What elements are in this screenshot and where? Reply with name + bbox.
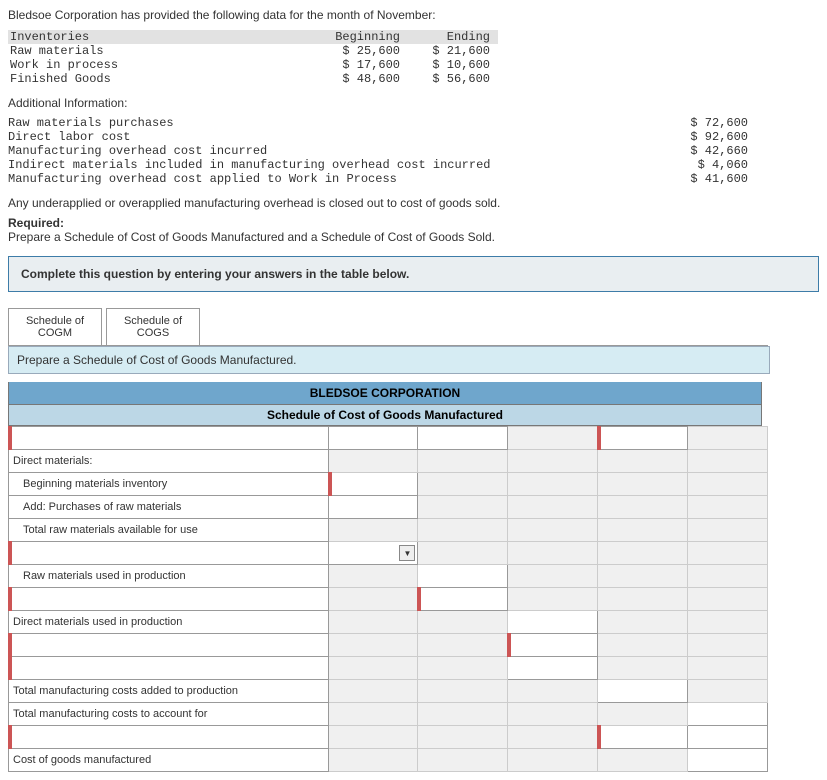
- input-cell[interactable]: ▼: [328, 542, 418, 565]
- input-cell[interactable]: [418, 588, 508, 611]
- row-tmc-account: Total manufacturing costs to account for: [9, 703, 329, 726]
- input-cell[interactable]: [688, 749, 768, 772]
- row-dm: Direct materials:: [9, 450, 329, 473]
- col-inv: Inventories: [8, 30, 318, 44]
- inventories-table: Inventories Beginning Ending Raw materia…: [8, 30, 498, 86]
- additional-heading: Additional Information:: [8, 96, 819, 110]
- sched-subtitle: Schedule of Cost of Goods Manufactured: [8, 405, 762, 426]
- input-cell[interactable]: [508, 657, 598, 680]
- input-label[interactable]: [9, 726, 329, 749]
- row-beg-inv: Beginning materials inventory: [9, 473, 329, 496]
- cell: $ 21,600: [408, 44, 498, 58]
- input-cell[interactable]: [328, 427, 418, 450]
- input-cell[interactable]: [598, 427, 688, 450]
- input-label[interactable]: [9, 588, 329, 611]
- cell: $ 17,600: [318, 58, 408, 72]
- addl-label: Indirect materials included in manufactu…: [8, 158, 628, 172]
- input-cell[interactable]: [598, 726, 688, 749]
- input-label[interactable]: [9, 427, 329, 450]
- addl-value: $ 92,600: [628, 130, 748, 144]
- cell: $ 10,600: [408, 58, 498, 72]
- row-cogm: Cost of goods manufactured: [9, 749, 329, 772]
- input-label[interactable]: [9, 634, 329, 657]
- input-cell[interactable]: [328, 496, 418, 519]
- addl-label: Manufacturing overhead cost applied to W…: [8, 172, 628, 186]
- col-end: Ending: [408, 30, 498, 44]
- cell: $ 48,600: [318, 72, 408, 86]
- input-cell[interactable]: [508, 634, 598, 657]
- additional-info: Raw materials purchases Direct labor cos…: [8, 116, 819, 186]
- addl-value: $ 42,660: [628, 144, 748, 158]
- input-label[interactable]: [9, 542, 329, 565]
- row-label: Work in process: [8, 58, 318, 72]
- row-label: Finished Goods: [8, 72, 318, 86]
- required-heading: Required:: [8, 216, 819, 230]
- input-cell[interactable]: [418, 565, 508, 588]
- addl-label: Direct labor cost: [8, 130, 628, 144]
- tab-cogs[interactable]: Schedule of COGS: [106, 308, 200, 345]
- addl-value: $ 72,600: [628, 116, 748, 130]
- tab-instruction: Prepare a Schedule of Cost of Goods Manu…: [8, 346, 770, 374]
- input-cell[interactable]: [688, 703, 768, 726]
- input-cell[interactable]: [418, 427, 508, 450]
- disabled-cell: [508, 427, 598, 450]
- dropdown-icon[interactable]: ▼: [399, 545, 415, 561]
- col-beg: Beginning: [318, 30, 408, 44]
- tab-cogm[interactable]: Schedule of COGM: [8, 308, 102, 345]
- row-label: Raw materials: [8, 44, 318, 58]
- row-rm-used: Raw materials used in production: [9, 565, 329, 588]
- cell: $ 56,600: [408, 72, 498, 86]
- row-add-purch: Add: Purchases of raw materials: [9, 496, 329, 519]
- row-total-avail: Total raw materials available for use: [9, 519, 329, 542]
- intro-text: Bledsoe Corporation has provided the fol…: [8, 8, 819, 22]
- addl-value: $ 4,060: [628, 158, 748, 172]
- cell: $ 25,600: [318, 44, 408, 58]
- row-dm-used: Direct materials used in production: [9, 611, 329, 634]
- row-tmc-added: Total manufacturing costs added to produ…: [9, 680, 329, 703]
- addl-label: Manufacturing overhead cost incurred: [8, 144, 628, 158]
- disabled-cell: [688, 427, 768, 450]
- note-text: Any underapplied or overapplied manufact…: [8, 196, 819, 210]
- corp-title: BLEDSOE CORPORATION: [8, 382, 762, 405]
- required-text: Prepare a Schedule of Cost of Goods Manu…: [8, 230, 819, 244]
- input-cell[interactable]: [508, 611, 598, 634]
- input-cell[interactable]: [328, 473, 418, 496]
- addl-value: $ 41,600: [628, 172, 748, 186]
- input-cell[interactable]: [688, 726, 768, 749]
- answer-instruction-box: Complete this question by entering your …: [8, 256, 819, 292]
- addl-label: Raw materials purchases: [8, 116, 628, 130]
- input-cell[interactable]: [598, 680, 688, 703]
- schedule-table: Direct materials: Beginning materials in…: [8, 426, 768, 772]
- input-label[interactable]: [9, 657, 329, 680]
